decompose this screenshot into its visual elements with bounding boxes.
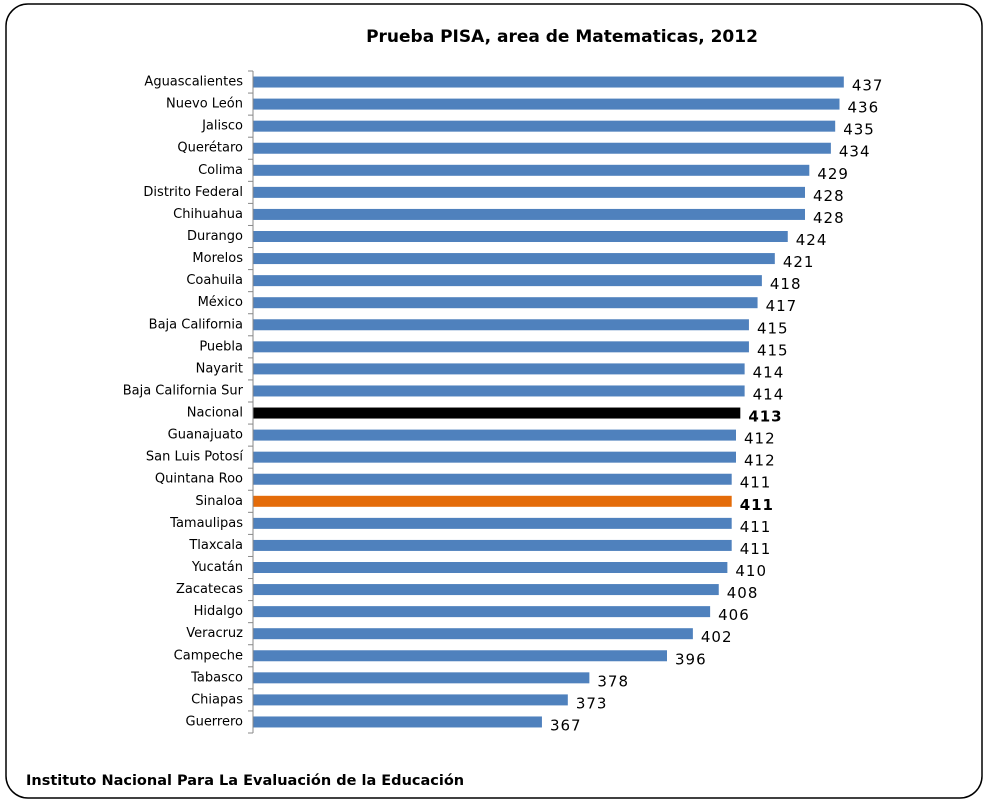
data-label: 396 xyxy=(675,650,707,668)
data-label: 411 xyxy=(740,540,772,558)
data-label: 413 xyxy=(748,408,782,426)
bar xyxy=(253,451,736,463)
y-tick-label: Veracruz xyxy=(186,626,243,641)
data-label: 373 xyxy=(576,694,608,712)
y-tick-label: Baja California xyxy=(149,317,243,332)
y-tick-label: Quintana Roo xyxy=(155,472,243,487)
y-tick-label: Nayarit xyxy=(196,361,243,376)
y-tick-label: Nacional xyxy=(187,406,243,421)
data-label: 411 xyxy=(740,496,774,514)
chart-frame xyxy=(5,3,983,799)
data-label: 411 xyxy=(740,518,772,536)
bar xyxy=(253,694,568,706)
data-label: 428 xyxy=(813,187,845,205)
bar xyxy=(253,407,741,419)
data-label: 424 xyxy=(796,231,828,249)
data-label: 417 xyxy=(766,297,798,315)
data-label: 415 xyxy=(757,341,789,359)
data-label: 421 xyxy=(783,253,815,271)
data-label: 415 xyxy=(757,319,789,337)
bar xyxy=(253,539,732,551)
bar xyxy=(253,297,758,309)
data-label: 437 xyxy=(852,77,884,95)
data-label: 435 xyxy=(843,121,875,139)
bar xyxy=(253,495,732,507)
y-tick-label: Durango xyxy=(187,229,243,244)
bar xyxy=(253,363,745,375)
data-label: 414 xyxy=(753,363,785,381)
bar xyxy=(253,208,805,220)
y-tick-label: Querétaro xyxy=(177,141,243,156)
y-tick-label: Tlaxcala xyxy=(188,538,243,553)
data-label: 412 xyxy=(744,430,776,448)
data-label: 429 xyxy=(817,165,849,183)
data-label: 434 xyxy=(839,143,871,161)
y-tick-label: Jalisco xyxy=(201,119,243,134)
data-label: 436 xyxy=(848,99,880,117)
bar xyxy=(253,275,762,287)
bar xyxy=(253,341,749,353)
bar xyxy=(253,429,736,441)
bar xyxy=(253,231,788,242)
data-label: 414 xyxy=(753,385,785,403)
y-tick-label: Yucatán xyxy=(191,560,243,575)
bar xyxy=(253,628,693,640)
bar xyxy=(253,385,745,397)
bar xyxy=(253,672,590,684)
bar xyxy=(253,473,732,485)
data-label: 367 xyxy=(550,716,582,734)
data-label: 418 xyxy=(770,275,802,293)
y-tick-label: Guanajuato xyxy=(168,428,243,443)
bar xyxy=(253,186,805,198)
data-label: 378 xyxy=(597,672,629,690)
y-tick-label: Zacatecas xyxy=(176,582,243,597)
data-label: 402 xyxy=(701,628,733,646)
bar xyxy=(253,562,728,573)
data-label: 411 xyxy=(740,474,772,492)
y-tick-label: Baja California Sur xyxy=(123,383,244,398)
bar xyxy=(253,76,844,88)
bar xyxy=(253,650,667,662)
y-tick-label: Tabasco xyxy=(190,670,243,685)
y-tick-label: Guerrero xyxy=(186,714,244,729)
bar xyxy=(253,584,719,596)
y-tick-label: Chiapas xyxy=(191,692,243,707)
y-tick-label: Aguascalientes xyxy=(144,75,243,90)
y-tick-label: Tamaulipas xyxy=(169,516,243,531)
y-tick-label: México xyxy=(198,295,243,310)
y-tick-label: Puebla xyxy=(199,339,243,354)
y-tick-label: Sinaloa xyxy=(195,494,243,509)
y-tick-label: Chihuahua xyxy=(173,207,243,222)
bar xyxy=(253,98,840,110)
source: Instituto Nacional Para La Evaluación de… xyxy=(26,773,464,789)
data-label: 412 xyxy=(744,452,776,470)
bar xyxy=(253,164,810,176)
chart-title: Prueba PISA, area de Matematicas, 2012 xyxy=(366,27,758,47)
y-tick-label: Campeche xyxy=(174,648,243,663)
y-tick-label: San Luis Potosí xyxy=(146,450,244,465)
y-tick-label: Colima xyxy=(198,163,243,178)
y-tick-label: Morelos xyxy=(192,251,243,266)
data-label: 408 xyxy=(727,584,759,602)
bar xyxy=(253,319,749,331)
y-tick-label: Coahuila xyxy=(186,273,243,288)
y-tick-label: Distrito Federal xyxy=(143,185,243,200)
bar xyxy=(253,716,542,728)
y-tick-label: Nuevo León xyxy=(166,97,243,112)
data-label: 406 xyxy=(718,606,750,624)
bar xyxy=(253,517,732,529)
bar xyxy=(253,142,831,154)
data-label: 428 xyxy=(813,209,845,227)
bar xyxy=(253,120,836,132)
bar xyxy=(253,606,711,618)
y-tick-label: Hidalgo xyxy=(194,604,243,619)
bar xyxy=(253,253,775,265)
data-label: 410 xyxy=(735,562,767,580)
